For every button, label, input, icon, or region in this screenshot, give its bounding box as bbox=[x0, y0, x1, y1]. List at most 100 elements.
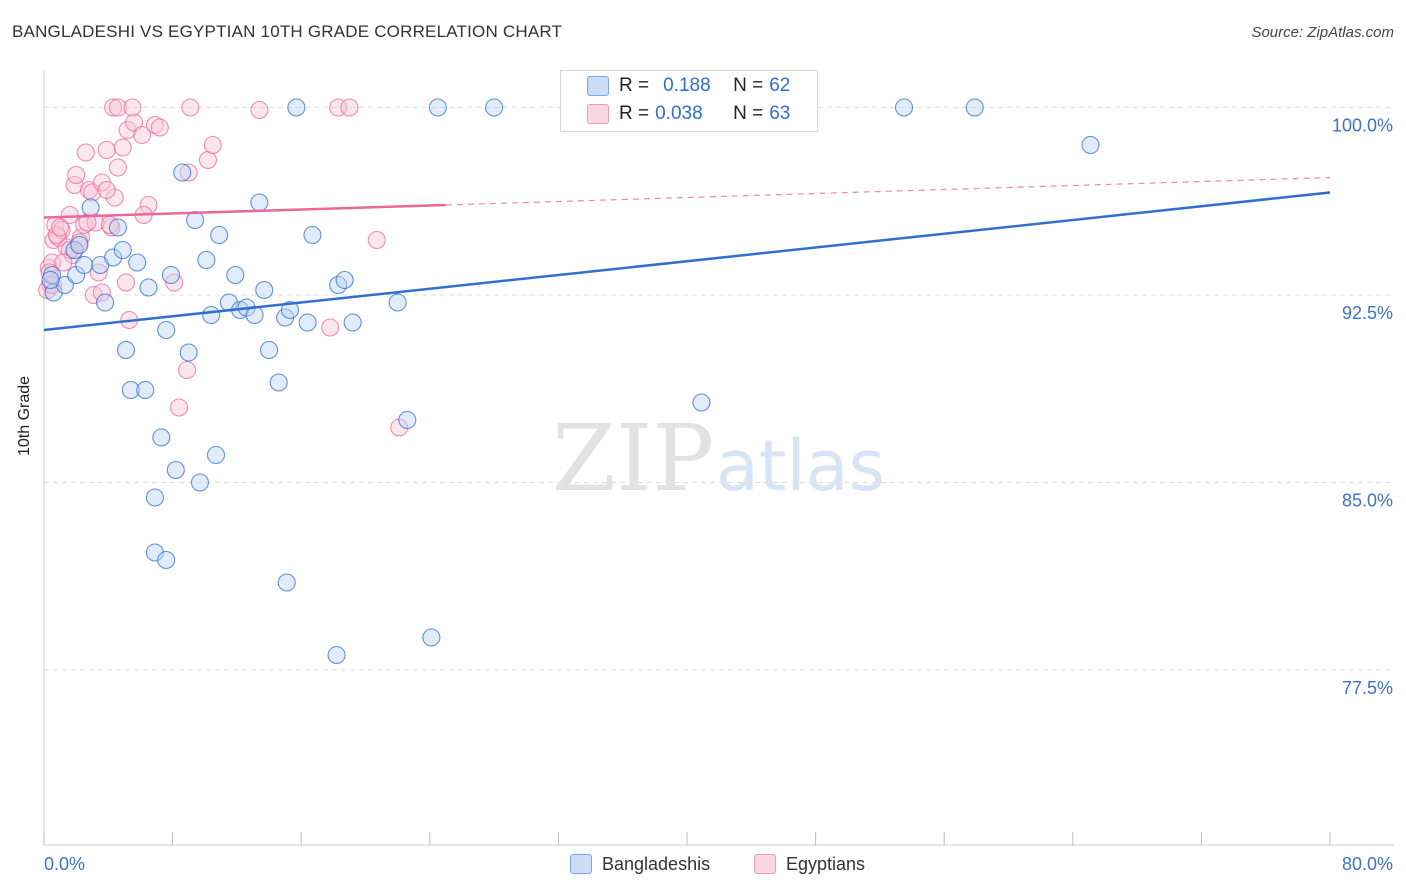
bangladeshis-point bbox=[206, 445, 226, 465]
egyptians-point bbox=[250, 100, 269, 120]
egyptians-point bbox=[78, 213, 97, 232]
egyptians-point bbox=[367, 230, 386, 250]
trend-lines bbox=[43, 176, 1331, 332]
bangladeshis-point bbox=[173, 163, 192, 182]
legend-r-label: R = bbox=[619, 75, 650, 96]
legend-n-label: N = bbox=[733, 103, 764, 124]
bangladeshis-point bbox=[303, 225, 322, 245]
bangladeshis-point bbox=[343, 313, 362, 332]
x-tick-label: 80.0% bbox=[1342, 854, 1393, 874]
bangladeshis-point bbox=[287, 98, 306, 117]
y-tick-label: 77.5% bbox=[1342, 678, 1393, 698]
bangladeshis-point bbox=[152, 428, 171, 447]
legend-n-label: N = bbox=[733, 75, 764, 96]
bangladeshis-point bbox=[161, 265, 181, 285]
bangladeshis-point bbox=[116, 340, 136, 360]
egyptians-point bbox=[150, 118, 169, 137]
bangladeshis-point bbox=[96, 293, 115, 312]
axes bbox=[43, 70, 1394, 846]
x-tick-label: 0.0% bbox=[44, 854, 85, 874]
legend-r-label: R = bbox=[619, 103, 650, 124]
bangladeshis-point bbox=[136, 380, 155, 400]
egyptians-point bbox=[83, 183, 102, 202]
stats-legend: R = 0.188 N = 62 R = 0.038 N = 63 bbox=[560, 70, 818, 132]
bangladeshis-point bbox=[157, 550, 176, 570]
egyptians-point bbox=[321, 318, 340, 337]
legend-egyptians: Egyptians bbox=[754, 852, 865, 876]
bangladeshis-point bbox=[202, 305, 221, 325]
bangladeshis-point bbox=[108, 218, 127, 237]
egyptians-point bbox=[118, 120, 137, 140]
bangladeshis-point bbox=[692, 393, 711, 412]
egyptians-point bbox=[113, 138, 132, 157]
legend-row-egyptians: R = 0.038 N = 63 bbox=[587, 101, 790, 127]
y-tick-label: 85.0% bbox=[1342, 491, 1393, 511]
bangladeshis-point bbox=[277, 573, 296, 592]
legend-n-value: 63 bbox=[769, 103, 791, 124]
legend-swatch-blue bbox=[570, 854, 592, 874]
bangladeshis-point bbox=[335, 270, 354, 290]
egyptians-point bbox=[76, 143, 95, 162]
bangladeshis-point bbox=[398, 410, 417, 430]
x-ticks bbox=[43, 832, 1331, 845]
egyptians-point bbox=[89, 263, 108, 282]
egyptians-points bbox=[38, 98, 409, 437]
egyptians-point bbox=[181, 98, 200, 117]
bangladeshis-point bbox=[298, 313, 317, 332]
egyptians-point bbox=[198, 150, 218, 170]
egyptians-point bbox=[203, 135, 222, 155]
watermark: ZIP atlas bbox=[552, 405, 885, 512]
egyptians-point bbox=[67, 165, 86, 185]
bangladeshis-point bbox=[128, 253, 147, 272]
legend-swatch-pink bbox=[754, 854, 776, 874]
bangladeshis-point bbox=[210, 225, 229, 245]
egyptians-point bbox=[97, 180, 116, 200]
bangladeshis-point bbox=[139, 278, 158, 297]
bangladeshis-point bbox=[422, 628, 441, 647]
bangladeshis-point bbox=[250, 193, 269, 212]
egyptians-point bbox=[123, 98, 142, 117]
egyptians-point bbox=[97, 140, 116, 160]
legend-row-bangladeshis: R = 0.188 N = 62 bbox=[587, 73, 790, 99]
bangladeshis-point bbox=[186, 210, 205, 230]
egyptians-point bbox=[108, 98, 127, 117]
bangladeshis-trend-line bbox=[43, 191, 1331, 332]
egyptians-point bbox=[179, 163, 198, 182]
egyptians-trend-line bbox=[43, 203, 446, 219]
y-tick-label: 92.5% bbox=[1342, 303, 1393, 323]
legend-swatch-pink bbox=[587, 104, 609, 124]
bangladeshis-point bbox=[894, 98, 914, 117]
bangladeshis-point bbox=[179, 343, 198, 362]
egyptians-point bbox=[92, 283, 111, 302]
legend-label-egyptians: Egyptians bbox=[786, 853, 866, 874]
bangladeshis-point bbox=[81, 198, 100, 217]
legend-swatch-blue bbox=[587, 76, 609, 96]
bangladeshis-point bbox=[485, 98, 504, 117]
bangladeshis-point bbox=[197, 250, 216, 270]
egyptians-point bbox=[54, 253, 73, 272]
bangladeshis-point bbox=[65, 240, 84, 260]
chart-title: BANGLADESHI VS EGYPTIAN 10TH GRADE CORRE… bbox=[12, 22, 563, 41]
bangladeshis-point bbox=[965, 98, 984, 117]
egyptians-point bbox=[116, 273, 136, 292]
egyptians-point bbox=[340, 98, 359, 117]
bangladeshis-point bbox=[259, 340, 279, 360]
egyptians-trend-extension bbox=[445, 176, 1331, 206]
bangladeshis-point bbox=[190, 473, 209, 492]
bangladeshis-point bbox=[55, 275, 74, 295]
bangladeshis-point bbox=[145, 488, 164, 507]
bangladeshis-point bbox=[70, 235, 89, 255]
bangladeshis-point bbox=[280, 300, 299, 320]
bangladeshis-point bbox=[166, 460, 185, 480]
egyptians-point bbox=[51, 218, 70, 237]
egyptians-point bbox=[169, 398, 189, 417]
bangladeshis-point bbox=[255, 280, 274, 300]
watermark-zip: ZIP bbox=[552, 405, 714, 512]
x-tick-labels: 0.0% 80.0% bbox=[44, 854, 1393, 874]
bangladeshis-point bbox=[75, 255, 94, 275]
legend-bangladeshis: Bangladeshis bbox=[570, 852, 710, 876]
bangladeshis-point bbox=[428, 98, 447, 117]
bangladeshis-point bbox=[388, 293, 407, 312]
bangladeshis-point bbox=[104, 248, 123, 267]
